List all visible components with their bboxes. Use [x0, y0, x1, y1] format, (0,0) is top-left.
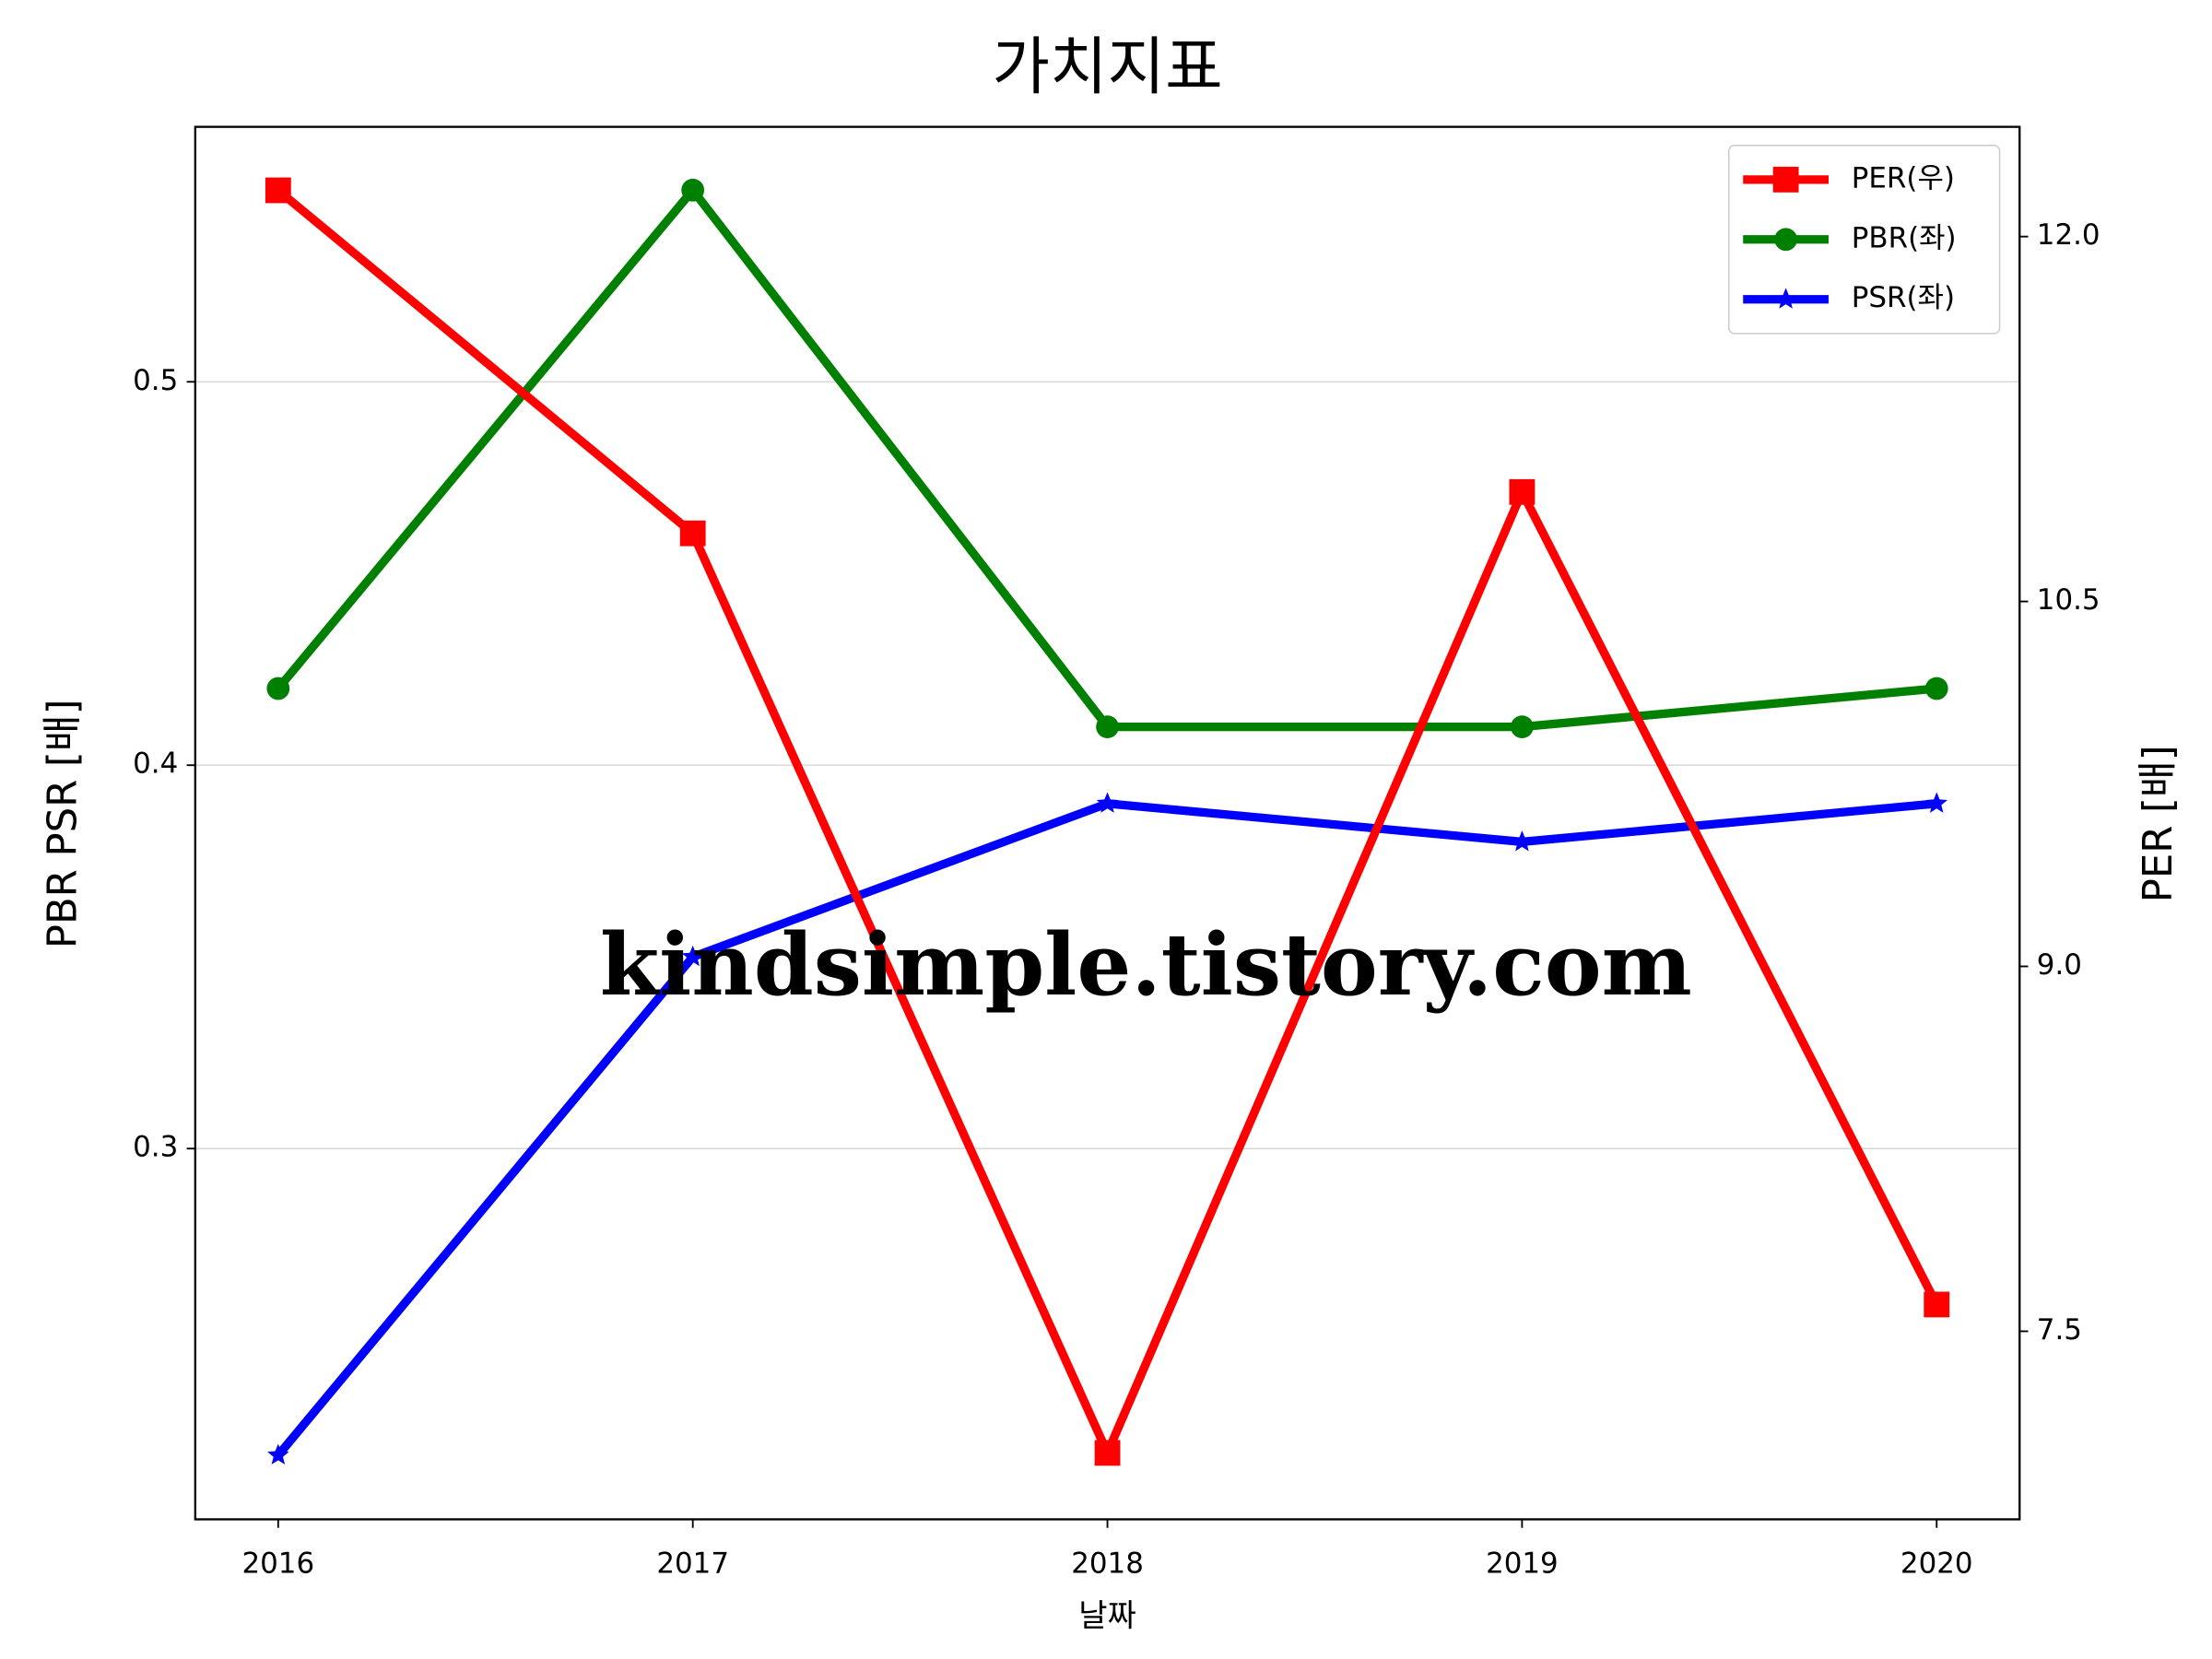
legend-marker [1774, 288, 1797, 309]
watermark: kindsimple.tistory.com [600, 914, 1692, 1015]
legend-label: PER(우) [1852, 161, 1955, 194]
marker [1924, 1291, 1950, 1318]
y2-tick-label: 10.5 [2037, 583, 2100, 617]
marker [1096, 792, 1119, 813]
y-tick-label: 0.5 [133, 364, 178, 397]
marker [681, 945, 704, 967]
x-axis-label: 날짜 [1078, 1598, 1136, 1635]
y2-tick-label: 12.0 [2037, 218, 2100, 252]
y2-tick-label: 7.5 [2037, 1313, 2082, 1347]
y2-tick-label: 9.0 [2037, 948, 2082, 982]
x-tick-label: 2019 [1486, 1547, 1559, 1580]
y-tick-label: 0.3 [133, 1131, 178, 1164]
x-tick-label: 2018 [1071, 1547, 1144, 1580]
marker [1509, 478, 1535, 505]
marker [1511, 715, 1534, 739]
marker [267, 1443, 289, 1465]
x-tick-label: 2020 [1900, 1547, 1973, 1580]
marker [1096, 715, 1119, 739]
marker [1925, 792, 1947, 813]
marker [1924, 677, 1948, 700]
marker [681, 178, 705, 202]
y2-axis-label: PER [배] [2136, 745, 2182, 902]
legend-marker [1772, 166, 1799, 193]
chart-title: 가치지표 [992, 31, 1222, 104]
legend-label: PSR(좌) [1852, 281, 1955, 314]
x-tick-label: 2016 [241, 1547, 314, 1580]
y-tick-label: 0.4 [133, 747, 178, 781]
plot-frame [194, 125, 2021, 1521]
y-axis-label: PBR PSR [배] [41, 700, 87, 949]
marker [265, 177, 291, 204]
marker [1094, 1440, 1121, 1466]
legend-label: PBR(좌) [1852, 221, 1957, 254]
marker [266, 677, 290, 700]
legend-marker [1774, 228, 1797, 252]
marker [679, 520, 706, 547]
marker [1511, 830, 1534, 852]
x-tick-label: 2017 [656, 1547, 729, 1580]
